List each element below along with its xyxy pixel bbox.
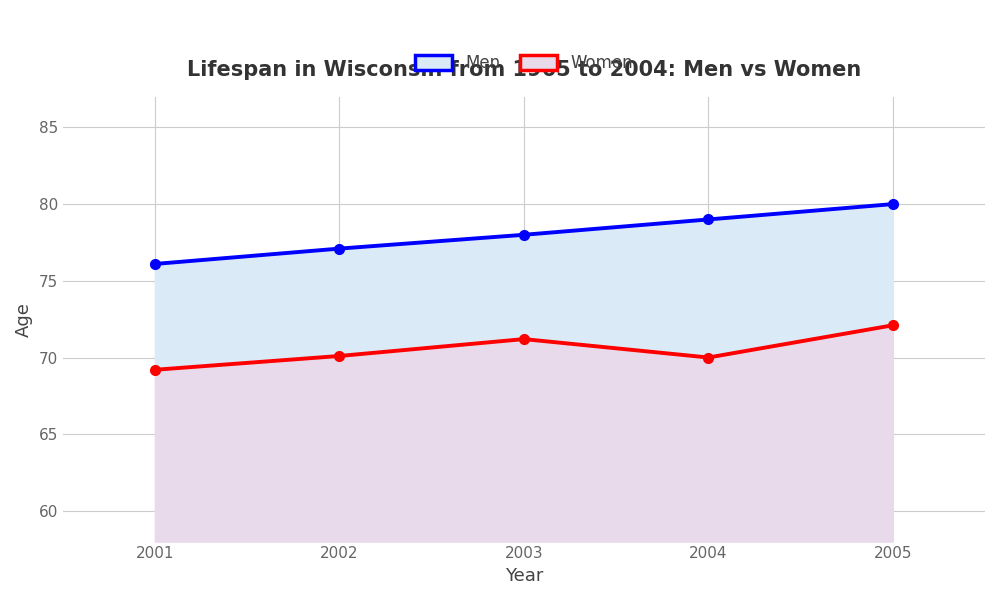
X-axis label: Year: Year	[505, 567, 543, 585]
Title: Lifespan in Wisconsin from 1965 to 2004: Men vs Women: Lifespan in Wisconsin from 1965 to 2004:…	[187, 60, 861, 80]
Y-axis label: Age: Age	[15, 302, 33, 337]
Legend: Men, Women: Men, Women	[408, 47, 639, 79]
